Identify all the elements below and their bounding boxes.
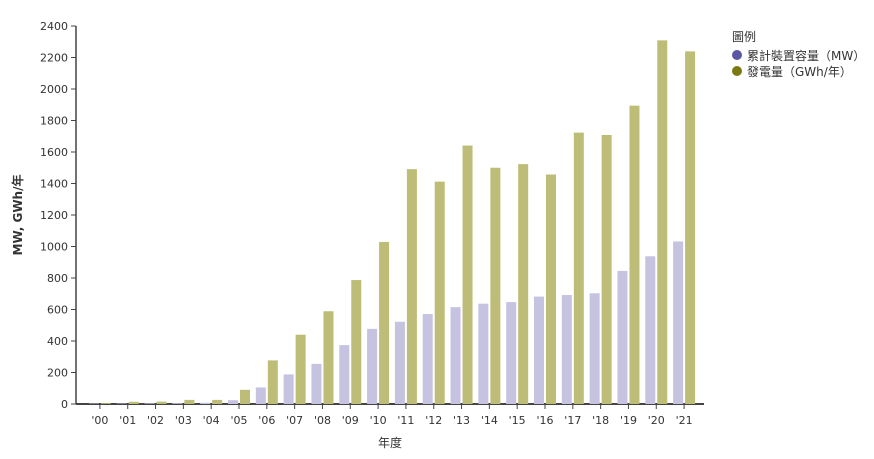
bar-capacity[interactable] <box>144 403 155 404</box>
bar-generation[interactable] <box>462 145 473 405</box>
legend-swatch-generation <box>732 66 742 76</box>
bar-capacity[interactable] <box>339 345 350 404</box>
bar-generation[interactable] <box>128 401 139 404</box>
x-tick-label: '19 <box>620 414 637 427</box>
bar-generation[interactable] <box>267 360 278 404</box>
legend: 圖例 累計裝置容量（MW） 發電量（GWh/年） <box>732 28 865 79</box>
bar-capacity[interactable] <box>255 387 266 404</box>
x-tick-label: '20 <box>648 414 665 427</box>
bar-capacity[interactable] <box>367 328 378 404</box>
bar-capacity[interactable] <box>561 295 572 404</box>
bar-capacity[interactable] <box>450 307 461 404</box>
x-tick-label: '01 <box>119 414 136 427</box>
y-tick-label: 1400 <box>40 178 68 191</box>
bars <box>88 40 696 405</box>
y-tick-label: 2000 <box>40 83 68 96</box>
legend-item-capacity[interactable]: 累計裝置容量（MW） <box>732 47 865 63</box>
x-tick-label: '16 <box>536 414 553 427</box>
x-axis: '00 '01 '02 '03 '04 '05 '06 '07 '08 '09 '10 '11 '12 '… <box>76 403 704 427</box>
y-tick-label: 2400 <box>40 20 68 33</box>
y-tick-label: 0 <box>61 398 68 411</box>
x-tick-label: '00 <box>91 414 108 427</box>
y-tick-label: 200 <box>47 367 68 380</box>
x-tick-label: '02 <box>147 414 164 427</box>
bar-generation[interactable] <box>518 164 529 404</box>
legend-label-capacity: 累計裝置容量（MW） <box>747 48 866 63</box>
y-tick-label: 1200 <box>40 209 68 222</box>
bar-generation[interactable] <box>601 134 612 405</box>
y-tick-label: 1000 <box>40 241 68 254</box>
legend-swatch-capacity <box>732 50 742 60</box>
x-tick-label: '13 <box>453 414 470 427</box>
bar-capacity[interactable] <box>422 314 433 404</box>
bar-capacity[interactable] <box>506 302 517 404</box>
bar-generation[interactable] <box>212 399 223 404</box>
bar-capacity[interactable] <box>172 403 183 404</box>
x-tick-label: '06 <box>258 414 275 427</box>
x-tick-label: '09 <box>342 414 359 427</box>
bar-generation[interactable] <box>573 132 584 404</box>
bar-generation[interactable] <box>434 181 445 404</box>
y-axis-title: MW, GWh/年 <box>10 175 25 256</box>
legend-title: 圖例 <box>732 30 757 44</box>
x-tick-label: '18 <box>592 414 609 427</box>
x-tick-label: '03 <box>175 414 192 427</box>
y-tick-label: 800 <box>47 272 68 285</box>
bar-generation[interactable] <box>240 389 250 404</box>
x-tick-label: '11 <box>397 414 414 427</box>
bar-capacity[interactable] <box>645 256 656 404</box>
x-tick-label: '14 <box>481 414 498 427</box>
bar-capacity[interactable] <box>311 363 322 404</box>
x-axis-title: 年度 <box>378 435 402 450</box>
bar-generation[interactable] <box>546 174 556 404</box>
legend-item-generation[interactable]: 發電量（GWh/年） <box>732 63 865 79</box>
x-tick-label: '12 <box>425 414 442 427</box>
y-tick-label: 1600 <box>40 146 68 159</box>
bar-generation[interactable] <box>379 241 390 404</box>
y-tick-label: 1800 <box>40 115 68 128</box>
x-tick-label: '10 <box>370 414 387 427</box>
bar-capacity[interactable] <box>228 400 238 404</box>
bar-generation[interactable] <box>490 167 501 404</box>
bar-capacity[interactable] <box>673 241 684 404</box>
legend-label-generation: 發電量（GWh/年） <box>747 64 852 79</box>
x-tick-label: '08 <box>314 414 331 427</box>
bar-generation[interactable] <box>323 311 334 404</box>
bar-generation[interactable] <box>295 334 306 404</box>
bar-generation[interactable] <box>100 403 111 404</box>
y-tick-label: 2200 <box>40 52 68 65</box>
bar-generation[interactable] <box>156 401 167 404</box>
x-tick-label: '04 <box>203 414 220 427</box>
bar-capacity[interactable] <box>200 402 211 404</box>
bar-capacity[interactable] <box>589 293 600 404</box>
bar-generation[interactable] <box>629 105 640 404</box>
bar-capacity[interactable] <box>534 296 544 404</box>
bar-generation[interactable] <box>657 40 668 405</box>
x-tick-label: '21 <box>676 414 693 427</box>
bar-generation[interactable] <box>351 280 362 404</box>
x-tick-label: '15 <box>509 414 526 427</box>
bar-capacity[interactable] <box>283 374 294 404</box>
bar-generation[interactable] <box>184 399 195 404</box>
x-tick-label: '07 <box>286 414 303 427</box>
x-tick-label: '05 <box>230 414 247 427</box>
bar-generation[interactable] <box>406 169 417 404</box>
bar-capacity[interactable] <box>394 321 405 404</box>
bar-generation[interactable] <box>685 51 696 405</box>
bar-capacity[interactable] <box>478 303 489 404</box>
y-tick-label: 600 <box>47 304 68 317</box>
bar-capacity[interactable] <box>617 270 628 404</box>
y-tick-label: 400 <box>47 335 68 348</box>
y-axis: 0 200 400 600 800 1000 1200 1400 1600 1800 2000 220… <box>40 20 77 411</box>
x-tick-label: '17 <box>564 414 581 427</box>
